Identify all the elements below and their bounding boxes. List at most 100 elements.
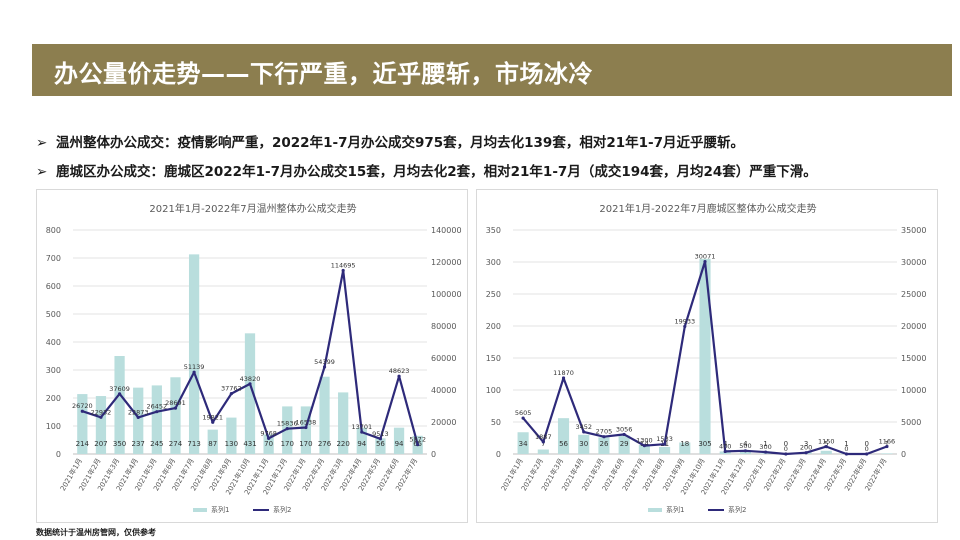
y-right-tick-label: 140000 xyxy=(431,226,462,235)
bar xyxy=(537,449,549,454)
line-data-label: 26452 xyxy=(146,403,167,411)
y-right-tick-label: 35000 xyxy=(901,226,926,235)
line-point xyxy=(229,391,233,396)
y-right-tick-label: 0 xyxy=(901,450,906,459)
line-data-label: 37762 xyxy=(221,385,242,393)
bar-data-label: 1 xyxy=(885,440,889,448)
line-point xyxy=(397,374,401,378)
line-data-label: 500 xyxy=(739,442,751,450)
bar xyxy=(699,258,711,454)
y-right-tick-label: 120000 xyxy=(431,258,462,267)
bar-data-label: 350 xyxy=(113,440,126,448)
line-point xyxy=(211,420,215,424)
bar xyxy=(133,387,144,454)
bar-data-label: 94 xyxy=(357,440,366,448)
line-data-label: 1887 xyxy=(535,433,552,441)
bar-data-label: 4 xyxy=(743,440,748,448)
y-right-tick-label: 10000 xyxy=(901,386,926,395)
chart-title: 2021年1月-2022年7月鹿城区整体办公成交走势 xyxy=(599,202,816,215)
line-data-label: 19933 xyxy=(674,317,695,325)
line-data-label: 48623 xyxy=(389,367,410,375)
bar-data-label: 245 xyxy=(150,440,163,448)
line-data-label: 1166 xyxy=(879,438,896,446)
bar xyxy=(820,450,832,454)
line-data-label: 28691 xyxy=(165,399,186,407)
y-left-tick-label: 800 xyxy=(46,226,61,235)
arrow-bullet-icon: ➢ xyxy=(36,164,48,180)
legend-label: 系列2 xyxy=(273,505,291,514)
line-point xyxy=(521,416,525,420)
y-right-tick-label: 0 xyxy=(431,450,436,459)
bar xyxy=(95,396,107,454)
chart-lucheng: 2021年1月-2022年7月鹿城区整体办公成交走势 0 50 100 150 200 25… xyxy=(476,189,938,523)
y-right-tick-label: 80000 xyxy=(431,322,456,331)
bar xyxy=(578,434,590,454)
bar-data-label: 207 xyxy=(94,440,107,448)
bar-data-label: 56 xyxy=(559,440,568,448)
line-data-label: 11870 xyxy=(553,369,574,377)
line-point xyxy=(642,444,646,448)
bar-data-label: 237 xyxy=(132,440,145,448)
bar-data-label: 87 xyxy=(208,440,217,448)
y-left-tick-label: 150 xyxy=(486,354,501,363)
line-point xyxy=(622,432,626,437)
bar xyxy=(114,356,125,454)
line-point xyxy=(885,444,889,449)
line-data-label: 15836 xyxy=(277,420,298,428)
bar xyxy=(739,451,751,454)
y-right-tick-label: 25000 xyxy=(901,290,926,299)
line-data-label: 0 xyxy=(865,445,869,453)
line-point xyxy=(804,451,808,455)
legend-label: 系列1 xyxy=(211,505,229,514)
line-data-label: 0 xyxy=(784,445,788,453)
chart-wenzhou: 2021年1月-2022年7月温州整体办公成交走势 0 100 200 300 400 50… xyxy=(36,189,468,523)
bar-data-label: 220 xyxy=(336,440,349,448)
bar xyxy=(598,437,610,454)
bar xyxy=(244,333,256,454)
line-data-label: 22873 xyxy=(128,408,149,416)
bar xyxy=(170,377,181,454)
bar xyxy=(77,394,88,454)
chart-svg: 2021年1月-2022年7月温州整体办公成交走势 0 100 200 300 400 50… xyxy=(46,202,462,514)
line-point xyxy=(683,324,687,329)
line-data-label: 9768 xyxy=(260,429,277,437)
bar-data-label: 3 xyxy=(804,440,808,448)
line-point xyxy=(378,437,383,441)
legend-label: 系列2 xyxy=(728,505,746,514)
line-data-label: 13701 xyxy=(351,423,372,431)
bar-data-label: 5 xyxy=(824,440,828,448)
bar xyxy=(338,392,349,454)
line-data-label: 1533 xyxy=(656,435,673,443)
bar xyxy=(557,418,570,454)
line-data-label: 1150 xyxy=(818,438,835,446)
line-point xyxy=(341,268,345,273)
line-point xyxy=(155,410,159,414)
bar-data-label: 0 xyxy=(864,440,868,448)
line-point xyxy=(416,443,420,447)
legend-label: 系列1 xyxy=(666,505,684,514)
bar-data-label: 170 xyxy=(281,440,294,448)
y-left-tick-label: 0 xyxy=(496,450,501,459)
line-data-label: 200 xyxy=(800,444,812,452)
bar-data-label: 56 xyxy=(376,440,385,448)
line-data-label: 16538 xyxy=(296,419,317,427)
y-left-tick-label: 100 xyxy=(486,386,501,395)
line-point xyxy=(703,259,707,264)
bar xyxy=(393,427,405,454)
y-right-tick-label: 20000 xyxy=(901,322,926,331)
line-point xyxy=(322,365,327,369)
line-point xyxy=(844,452,849,456)
line-data-label: 114695 xyxy=(331,261,356,269)
header-bar: 办公量价走势——下行严重，近乎腰斩，市场冰冷 xyxy=(32,44,952,96)
line-data-label: 51139 xyxy=(184,363,205,371)
bar xyxy=(679,442,691,454)
bar xyxy=(151,385,162,454)
line-point xyxy=(304,425,308,430)
line-point xyxy=(723,449,727,454)
line-data-label: 0 xyxy=(844,445,848,453)
y-right-tick-label: 40000 xyxy=(431,386,456,395)
bar-data-label: 26 xyxy=(599,440,608,448)
chart-svg: 2021年1月-2022年7月鹿城区整体办公成交走势05010015020025… xyxy=(486,202,927,514)
footnote: 数据统计于温州房管网，仅供参考 xyxy=(36,528,156,537)
line-point xyxy=(662,442,667,446)
